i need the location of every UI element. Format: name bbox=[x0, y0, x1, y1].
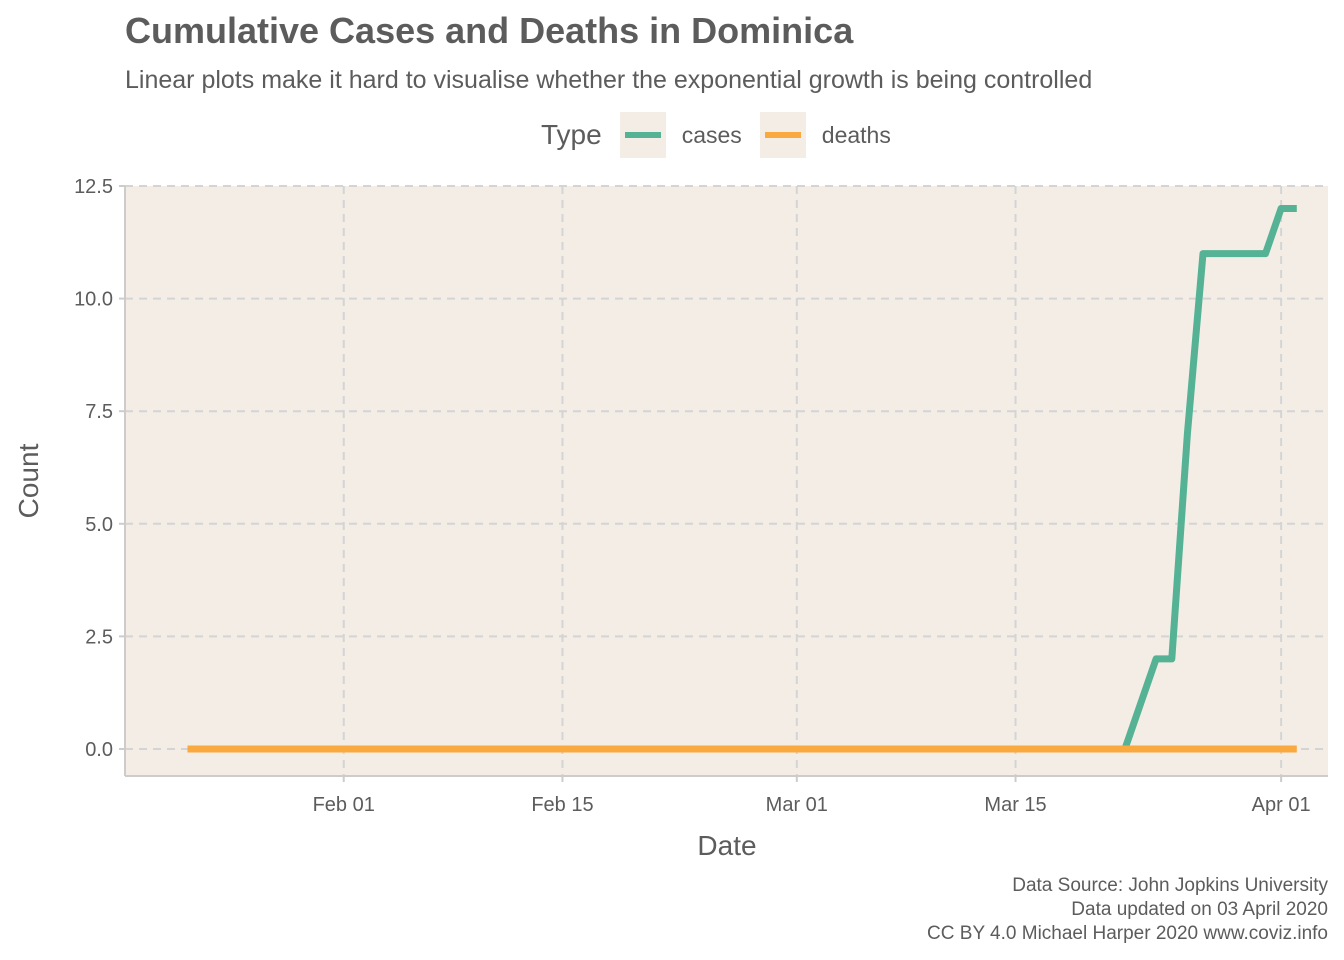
caption-source: Data Source: John Jopkins University bbox=[1012, 875, 1328, 896]
x-tick-label: Mar 01 bbox=[766, 794, 828, 816]
legend-key-deaths bbox=[759, 112, 806, 158]
y-tick-label: 2.5 bbox=[85, 626, 113, 648]
x-tick-label: Mar 15 bbox=[984, 794, 1046, 816]
x-tick-label: Apr 01 bbox=[1252, 794, 1311, 816]
y-tick-label: 10.0 bbox=[74, 289, 113, 311]
series-line-cases bbox=[187, 205, 1297, 753]
chart-title: Cumulative Cases and Deaths in Dominica bbox=[125, 10, 854, 51]
caption-updated: Data updated on 03 April 2020 bbox=[1071, 899, 1328, 920]
y-tick-label: 12.5 bbox=[74, 176, 113, 198]
legend-label-cases: cases bbox=[681, 121, 742, 148]
legend-label-deaths: deaths bbox=[821, 121, 891, 148]
y-tick-label: 5.0 bbox=[85, 514, 113, 536]
plot-panel bbox=[125, 186, 1328, 776]
caption-license: CC BY 4.0 Michael Harper 2020 www.coviz.… bbox=[927, 923, 1328, 944]
chart-subtitle: Linear plots make it hard to visualise w… bbox=[125, 66, 1093, 94]
x-tick-label: Feb 15 bbox=[531, 794, 593, 816]
legend-title: Type bbox=[541, 119, 602, 150]
x-axis-title: Date bbox=[697, 830, 756, 861]
y-tick-label: 0.0 bbox=[85, 739, 113, 761]
legend: Type cases deaths bbox=[541, 112, 909, 158]
x-tick-label: Feb 01 bbox=[313, 794, 375, 816]
y-tick-label: 7.5 bbox=[85, 401, 113, 423]
legend-key-cases bbox=[619, 112, 666, 158]
caption: Data Source: John Jopkins University Dat… bbox=[927, 874, 1328, 946]
y-axis-title: Count bbox=[13, 443, 44, 518]
